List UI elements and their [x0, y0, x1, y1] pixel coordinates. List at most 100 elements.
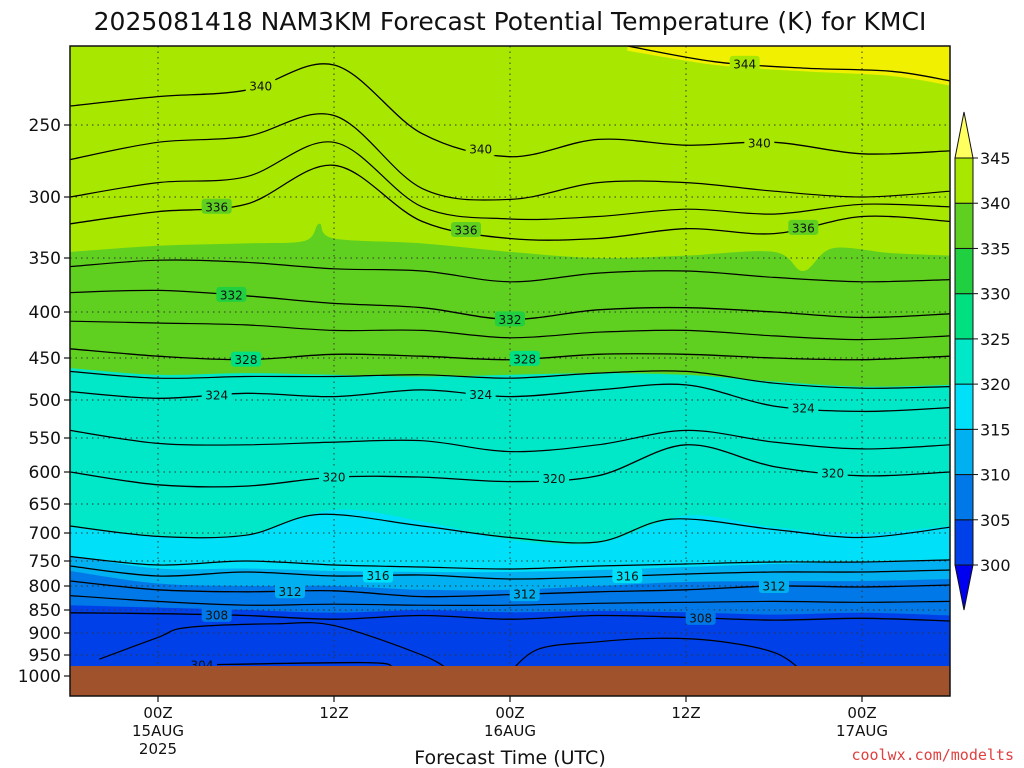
contour-label-340: 340	[748, 136, 771, 150]
contour-unlabeled	[70, 595, 950, 606]
y-tick-label-950: 950	[29, 646, 61, 666]
contour-unlabeled	[70, 555, 950, 570]
contour-label-bg	[685, 609, 716, 625]
y-tick-label-500: 500	[29, 391, 61, 411]
contour-344	[627, 46, 950, 82]
contour-304	[187, 661, 393, 668]
contour-label-324: 324	[469, 388, 492, 402]
colorbar-arrow-bottom	[954, 564, 974, 611]
y-tick-label-650: 650	[29, 495, 61, 515]
colorbar-label-325: 325	[980, 330, 1011, 349]
colorbar-swatch	[954, 519, 974, 566]
contour-label-328: 328	[513, 352, 536, 366]
colorbar-swatch	[954, 428, 974, 476]
contour-label-328: 328	[235, 353, 258, 367]
colorbar-swatch	[954, 247, 974, 295]
colorbar-swatch	[954, 293, 974, 340]
contour-label-332: 332	[220, 288, 243, 302]
colorbar-label-335: 335	[980, 239, 1011, 258]
colorbar-label-315: 315	[980, 420, 1011, 439]
colorbar-label-300: 300	[980, 556, 1011, 575]
colorbar-swatch	[954, 338, 974, 385]
y-tick-label-450: 450	[29, 349, 61, 369]
terrain-band	[70, 666, 950, 696]
x-tick-label: 12Z	[671, 704, 700, 722]
y-tick-label-900: 900	[29, 624, 61, 644]
contour-label-316: 316	[616, 570, 639, 584]
colorbar: 300 305 310 315 320 325 330 335 340 345	[954, 111, 1011, 611]
x-tick-label: 15AUG	[132, 722, 184, 740]
contour-unlabeled	[70, 141, 950, 221]
contour-label-312: 312	[763, 580, 786, 594]
contour-label-340: 340	[469, 143, 492, 157]
contour-label-316: 316	[367, 569, 390, 583]
contour-label-312: 312	[513, 588, 536, 602]
y-tick-label-750: 750	[29, 552, 61, 572]
colorbar-label-305: 305	[980, 511, 1011, 530]
credit-text: coolwx.com/modelts	[851, 746, 1014, 764]
contour-320	[70, 444, 950, 488]
contour-label-bg	[539, 470, 569, 486]
contour-unlabeled	[70, 259, 950, 283]
contour-label-bg	[451, 221, 481, 237]
contour-label-324: 324	[205, 388, 228, 402]
colorbar-label-310: 310	[980, 466, 1011, 485]
contour-label-312: 312	[279, 585, 302, 599]
x-tick-label: 16AUG	[484, 722, 536, 740]
contour-unlabeled	[509, 637, 804, 673]
contour-label-bg	[216, 286, 247, 302]
grid-lines	[70, 46, 950, 696]
contour-label-320: 320	[543, 472, 566, 486]
contour-label-bg	[275, 583, 305, 599]
x-tick-label: 00Z	[495, 704, 524, 722]
contour-unlabeled	[70, 320, 950, 341]
y-axis: 250 300 350 400 450 500 550 600 650 700 750 800 850 9…	[18, 116, 70, 687]
contour-label-332: 332	[499, 313, 522, 327]
contour-label-336: 336	[455, 223, 478, 237]
contour-label-bg	[465, 386, 496, 402]
x-tick-label: 00Z	[143, 704, 172, 722]
colorbar-label-345: 345	[980, 149, 1011, 168]
contour-label-bg	[612, 568, 643, 583]
y-tick-label-550: 550	[29, 429, 61, 449]
contour-label-340: 340	[249, 80, 272, 94]
contour-unlabeled	[70, 113, 950, 201]
contour-label-bg	[817, 464, 848, 480]
y-tick-label-1000: 1000	[18, 667, 61, 687]
contour-label-336: 336	[792, 221, 815, 235]
contour-label-320: 320	[323, 471, 346, 485]
y-tick-label-400: 400	[29, 303, 61, 323]
colorbar-label-340: 340	[980, 194, 1011, 213]
x-axis-label: Forecast Time (UTC)	[414, 747, 605, 768]
contour-label-bg	[744, 134, 775, 150]
contour-316	[70, 565, 950, 580]
contour-unlabeled	[99, 622, 452, 673]
y-tick-label-350: 350	[29, 249, 61, 269]
terrain-band	[70, 666, 950, 696]
contour-unlabeled	[70, 429, 950, 453]
contour-label-bg	[729, 55, 760, 71]
contour-label-bg	[759, 578, 789, 593]
contour-label-344: 344	[733, 57, 756, 71]
x-tick-label: 17AUG	[836, 722, 888, 740]
colorbar-label-320: 320	[980, 375, 1011, 394]
contour-label-bg	[495, 311, 525, 327]
x-tick-label: 2025	[139, 740, 177, 758]
contour-unlabeled	[70, 513, 950, 544]
contour-label-336: 336	[205, 200, 228, 214]
x-tick-label: 00Z	[847, 704, 876, 722]
colorbar-swatch	[954, 157, 974, 204]
y-tick-label-700: 700	[29, 524, 61, 544]
colorbar-swatch	[954, 383, 974, 430]
chart-title: 2025081418 NAM3KM Forecast Potential Tem…	[94, 7, 927, 36]
contour-label-308: 308	[689, 611, 712, 625]
colorbar-label-330: 330	[980, 285, 1011, 304]
contour-label-324: 324	[792, 401, 815, 415]
y-tick-label-800: 800	[29, 577, 61, 597]
contour-label-bg	[201, 386, 232, 402]
contour-label-bg	[788, 219, 819, 235]
